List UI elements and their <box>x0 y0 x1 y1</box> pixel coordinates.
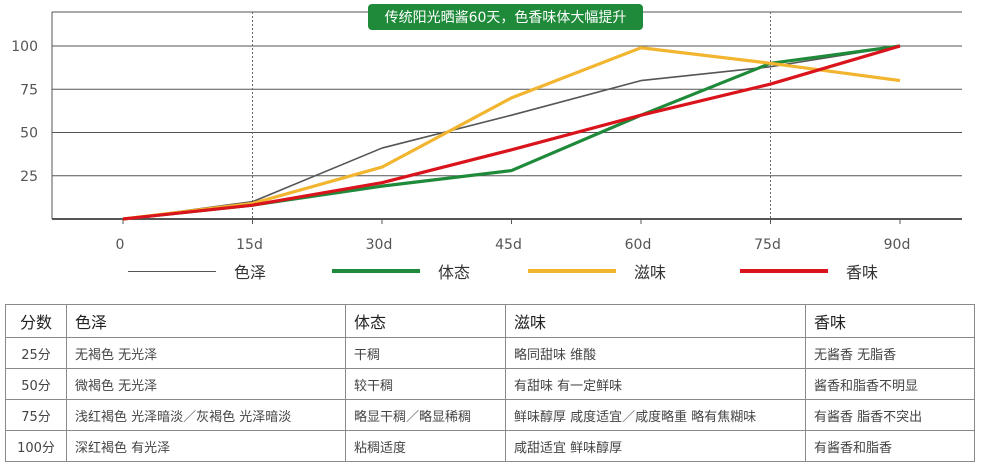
score-table: 分数 色泽 体态 滋味 香味 25分 无褐色 无光泽 干稠 略同甜味 维酸 无酱… <box>5 304 975 462</box>
table-row: 75分 浅红褐色 光泽暗淡／灰褐色 光泽暗淡 略显干稠／略显稀稠 鲜味醇厚 咸度… <box>5 399 975 431</box>
cell-aroma: 有酱香和脂香 <box>805 430 975 462</box>
y-tick-label: 100 <box>11 39 38 55</box>
header-texture: 体态 <box>345 304 506 338</box>
legend-item-taste: 滋味 <box>528 256 666 286</box>
cell-texture: 粘稠适度 <box>345 430 506 462</box>
cell-texture: 略显干稠／略显稀稠 <box>345 399 506 431</box>
series-line-1 <box>122 45 901 220</box>
cell-color: 微褐色 无光泽 <box>66 368 346 400</box>
legend-swatch <box>528 269 616 273</box>
cell-texture: 较干稠 <box>345 368 506 400</box>
y-tick-label: 25 <box>20 169 38 185</box>
header-score: 分数 <box>5 304 67 338</box>
y-tick-label: 75 <box>20 82 38 98</box>
legend-item-aroma: 香味 <box>740 256 878 286</box>
legend-swatch <box>740 269 828 273</box>
x-tick-label: 30d <box>366 237 393 253</box>
cell-aroma: 酱香和脂香不明显 <box>805 368 975 400</box>
header-aroma: 香味 <box>805 304 975 338</box>
cell-taste: 鲜味醇厚 咸度适宜／咸度略重 略有焦糊味 <box>505 399 806 431</box>
x-tick-label: 45d <box>495 237 522 253</box>
cell-score: 50分 <box>5 368 67 400</box>
legend-label: 色泽 <box>234 263 267 282</box>
x-tick-label: 0 <box>116 237 125 253</box>
cell-aroma: 无酱香 无脂香 <box>805 337 975 369</box>
line-chart: 25 50 75 100 0 15d 30d 45d 60d 75d 90d <box>11 11 962 253</box>
cell-color: 无褐色 无光泽 <box>66 337 346 369</box>
cell-texture: 干稠 <box>345 337 506 369</box>
legend-swatch <box>128 270 216 272</box>
cell-color: 深红褐色 有光泽 <box>66 430 346 462</box>
chart-legend: 色泽 体态 滋味 香味 <box>0 256 1000 286</box>
chart-banner: 传统阳光晒酱60天，色香味体大幅提升 <box>368 4 643 30</box>
legend-item-color: 色泽 <box>128 256 266 286</box>
x-tick-label: 90d <box>884 237 911 253</box>
cell-taste: 有甜味 有一定鲜味 <box>505 368 806 400</box>
table-row: 50分 微褐色 无光泽 较干稠 有甜味 有一定鲜味 酱香和脂香不明显 <box>5 368 975 400</box>
x-tick-label: 75d <box>754 237 781 253</box>
y-tick-label: 50 <box>20 126 38 142</box>
header-taste: 滋味 <box>505 304 806 338</box>
x-tick-label: 15d <box>236 237 263 253</box>
cell-color: 浅红褐色 光泽暗淡／灰褐色 光泽暗淡 <box>66 399 346 431</box>
header-color: 色泽 <box>66 304 346 338</box>
legend-label: 体态 <box>438 263 471 282</box>
legend-label: 滋味 <box>634 263 667 282</box>
cell-aroma: 有酱香 脂香不突出 <box>805 399 975 431</box>
table-header-row: 分数 色泽 体态 滋味 香味 <box>5 304 975 338</box>
cell-taste: 略同甜味 维酸 <box>505 337 806 369</box>
cell-score: 25分 <box>5 337 67 369</box>
legend-swatch <box>332 269 420 273</box>
legend-label: 香味 <box>846 263 879 282</box>
cell-taste: 咸甜适宜 鲜味醇厚 <box>505 430 806 462</box>
table-row: 25分 无褐色 无光泽 干稠 略同甜味 维酸 无酱香 无脂香 <box>5 337 975 369</box>
cell-score: 75分 <box>5 399 67 431</box>
cell-score: 100分 <box>5 430 67 462</box>
table-row: 100分 深红褐色 有光泽 粘稠适度 咸甜适宜 鲜味醇厚 有酱香和脂香 <box>5 430 975 462</box>
x-tick-label: 60d <box>625 237 652 253</box>
series-line-4 <box>122 44 901 221</box>
series-line-3 <box>122 46 901 221</box>
legend-item-texture: 体态 <box>332 256 470 286</box>
